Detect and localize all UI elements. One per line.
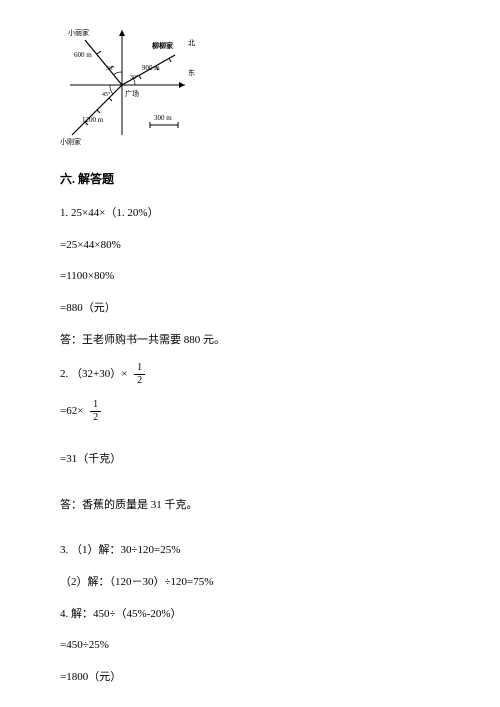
- q1-line2: =25×44×80%: [60, 237, 440, 255]
- q2-frac2-num: 1: [90, 400, 101, 412]
- q2-frac2-den: 2: [90, 412, 101, 423]
- label-bottomleft-dist: 1200 m: [82, 116, 104, 124]
- q4-line3: =1800（元）: [60, 669, 440, 687]
- label-center: 广场: [125, 89, 139, 98]
- q2-answer: 答：香蕉的质量是 31 千克。: [60, 497, 440, 515]
- label-angle2: 30°: [130, 74, 139, 81]
- q2-line1: 2. （32+30）× 1 2: [60, 363, 440, 386]
- label-topleft-dist: 600 m: [74, 51, 92, 59]
- diagram-svg: 小丽家 600 m 柳柳家 900 m 东 北 小刚家 1200 m 广场 30…: [60, 20, 200, 150]
- q4-line2: =450÷25%: [60, 637, 440, 655]
- q2-frac1-den: 2: [134, 375, 145, 386]
- q1-line4: =880（元）: [60, 300, 440, 318]
- q1-line1: 1. 25×44×（1. 20%）: [60, 205, 440, 223]
- label-topright-dist: 900 m: [142, 64, 160, 72]
- q4-line1: 4. 解：450÷（45%-20%）: [60, 606, 440, 624]
- label-angle3: 45°: [102, 91, 111, 98]
- q1-line3: =1100×80%: [60, 268, 440, 286]
- q3-line1: 3. （1）解：30÷120=25%: [60, 542, 440, 560]
- label-scale: 300 m: [154, 114, 172, 122]
- q2-frac1-num: 1: [134, 363, 145, 375]
- q3-line2: （2）解：（120－30）÷120=75%: [60, 574, 440, 592]
- q2-prefix: 2. （32+30）×: [60, 366, 127, 384]
- section-title: 六. 解答题: [60, 170, 440, 189]
- direction-diagram: 小丽家 600 m 柳柳家 900 m 东 北 小刚家 1200 m 广场 30…: [60, 20, 200, 150]
- q2-fraction2: 1 2: [90, 400, 101, 423]
- q2-fraction1: 1 2: [134, 363, 145, 386]
- label-bottomleft: 小刚家: [60, 137, 81, 146]
- label-angle1: 33°: [106, 65, 115, 72]
- label-topleft: 小丽家: [68, 28, 89, 37]
- label-topright: 柳柳家: [152, 41, 174, 50]
- q1-answer: 答：王老师购书一共需要 880 元。: [60, 332, 440, 350]
- q2-line3: =31（千克）: [60, 451, 440, 469]
- q2-line2: =62× 1 2: [60, 400, 440, 423]
- q2-eq-prefix: =62×: [60, 403, 83, 421]
- label-east: 东: [188, 68, 195, 77]
- label-north: 北: [188, 39, 195, 47]
